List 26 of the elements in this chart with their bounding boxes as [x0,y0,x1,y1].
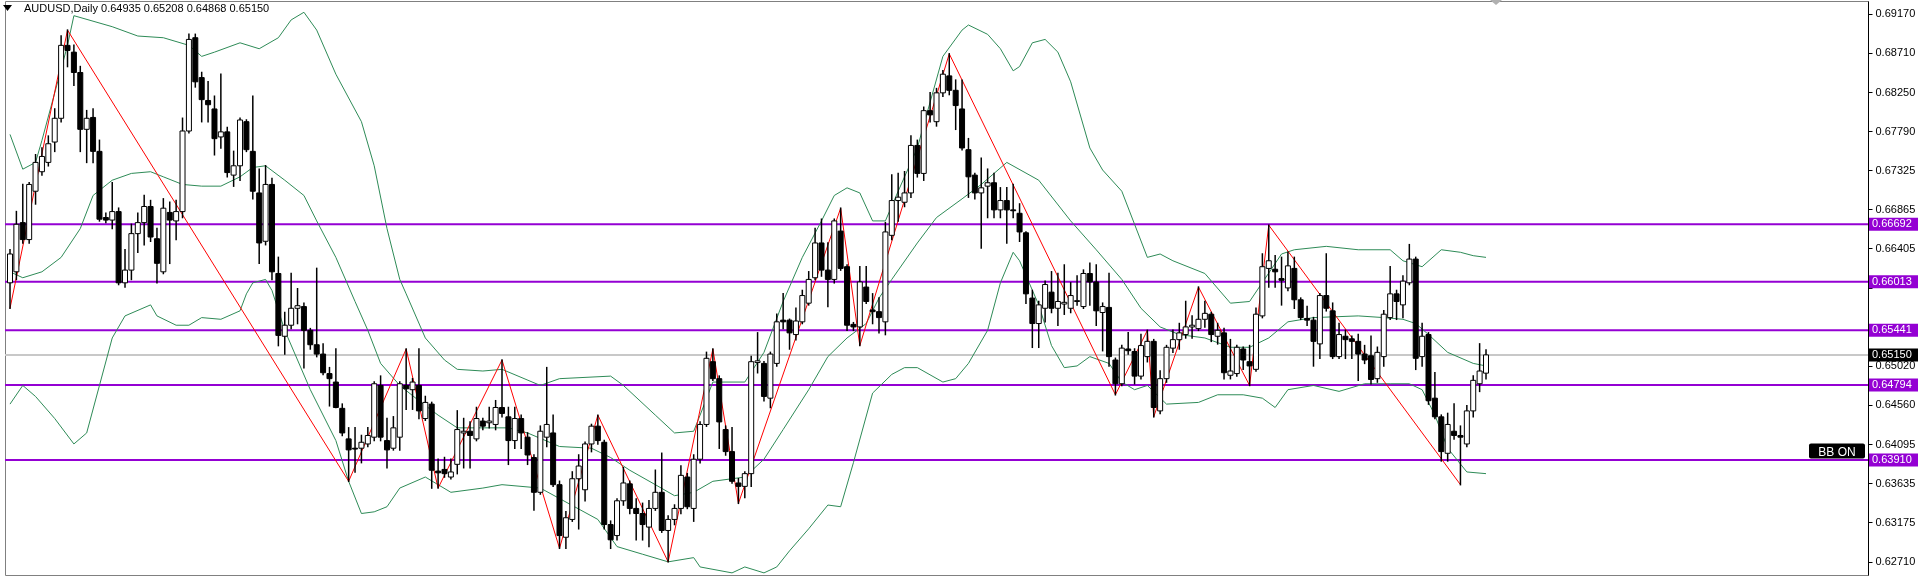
ref-line-label: 0.66013 [1872,274,1912,287]
y-tick-label: 0.63635 [1875,476,1916,489]
ref-line-label: 0.65441 [1872,323,1912,336]
y-tick-label: 0.67325 [1875,163,1916,176]
candlestick [1272,254,1279,288]
y-tick-label: 0.64095 [1875,437,1916,450]
y-tick-label: 0.68710 [1875,46,1916,59]
y-tick-label: 0.68250 [1875,85,1916,98]
ref-line-label: 0.66692 [1872,217,1912,230]
ref-line-label: 0.65150 [1872,347,1912,360]
y-tick-label: 0.66405 [1875,241,1916,254]
annotation: BB ON [1818,445,1856,459]
y-tick-label: 0.67790 [1875,124,1916,137]
candlestick [524,432,531,466]
y-tick-label: 0.69170 [1875,7,1916,20]
y-tick-label: 0.63175 [1875,515,1916,528]
chart-title: AUDUSD,Daily 0.64935 0.65208 0.64868 0.65150 [24,2,270,14]
ref-line-label: 0.63910 [1872,453,1912,466]
line-series [9,251,1487,574]
candlestick [326,366,333,407]
y-tick-label: 0.62710 [1875,555,1916,568]
ref-line-label: 0.64794 [1872,378,1912,391]
y-tick-label: 0.65020 [1875,359,1916,372]
y-tick-label: 0.66865 [1875,202,1916,215]
candlestick [205,81,212,123]
y-tick-label: 0.64560 [1875,398,1916,411]
